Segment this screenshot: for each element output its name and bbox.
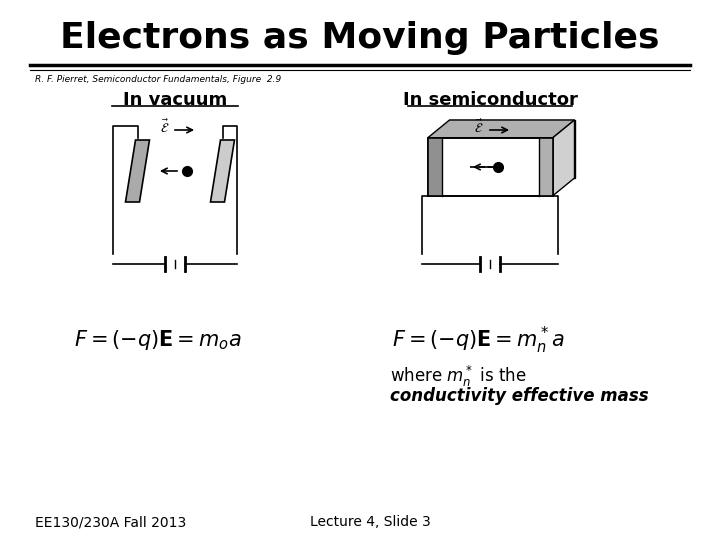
Text: where $m_n^*$ is the: where $m_n^*$ is the bbox=[390, 363, 527, 389]
Polygon shape bbox=[125, 140, 150, 202]
Bar bbox=[428, 138, 552, 196]
Text: $F = (-q)\mathbf{E} = m_o a$: $F = (-q)\mathbf{E} = m_o a$ bbox=[74, 328, 242, 352]
Text: EE130/230A Fall 2013: EE130/230A Fall 2013 bbox=[35, 515, 186, 529]
Text: $\vec{\mathcal{E}}$: $\vec{\mathcal{E}}$ bbox=[160, 118, 169, 136]
Text: conductivity effective mass: conductivity effective mass bbox=[390, 387, 649, 405]
Text: Lecture 4, Slide 3: Lecture 4, Slide 3 bbox=[310, 515, 431, 529]
Text: R. F. Pierret, Semiconductor Fundamentals, Figure  2.9: R. F. Pierret, Semiconductor Fundamental… bbox=[35, 76, 282, 84]
Text: $\vec{\mathcal{E}}$: $\vec{\mathcal{E}}$ bbox=[474, 118, 484, 136]
Text: In semiconductor: In semiconductor bbox=[402, 91, 577, 109]
Polygon shape bbox=[210, 140, 235, 202]
Polygon shape bbox=[552, 120, 575, 196]
Text: Electrons as Moving Particles: Electrons as Moving Particles bbox=[60, 21, 660, 55]
Text: $F = (-q)\mathbf{E} = m_n^* a$: $F = (-q)\mathbf{E} = m_n^* a$ bbox=[392, 325, 564, 356]
Bar bbox=[428, 138, 552, 196]
Bar bbox=[539, 138, 552, 196]
Polygon shape bbox=[428, 120, 575, 138]
Bar bbox=[428, 138, 441, 196]
Bar bbox=[449, 120, 575, 178]
Text: In vacuum: In vacuum bbox=[123, 91, 227, 109]
